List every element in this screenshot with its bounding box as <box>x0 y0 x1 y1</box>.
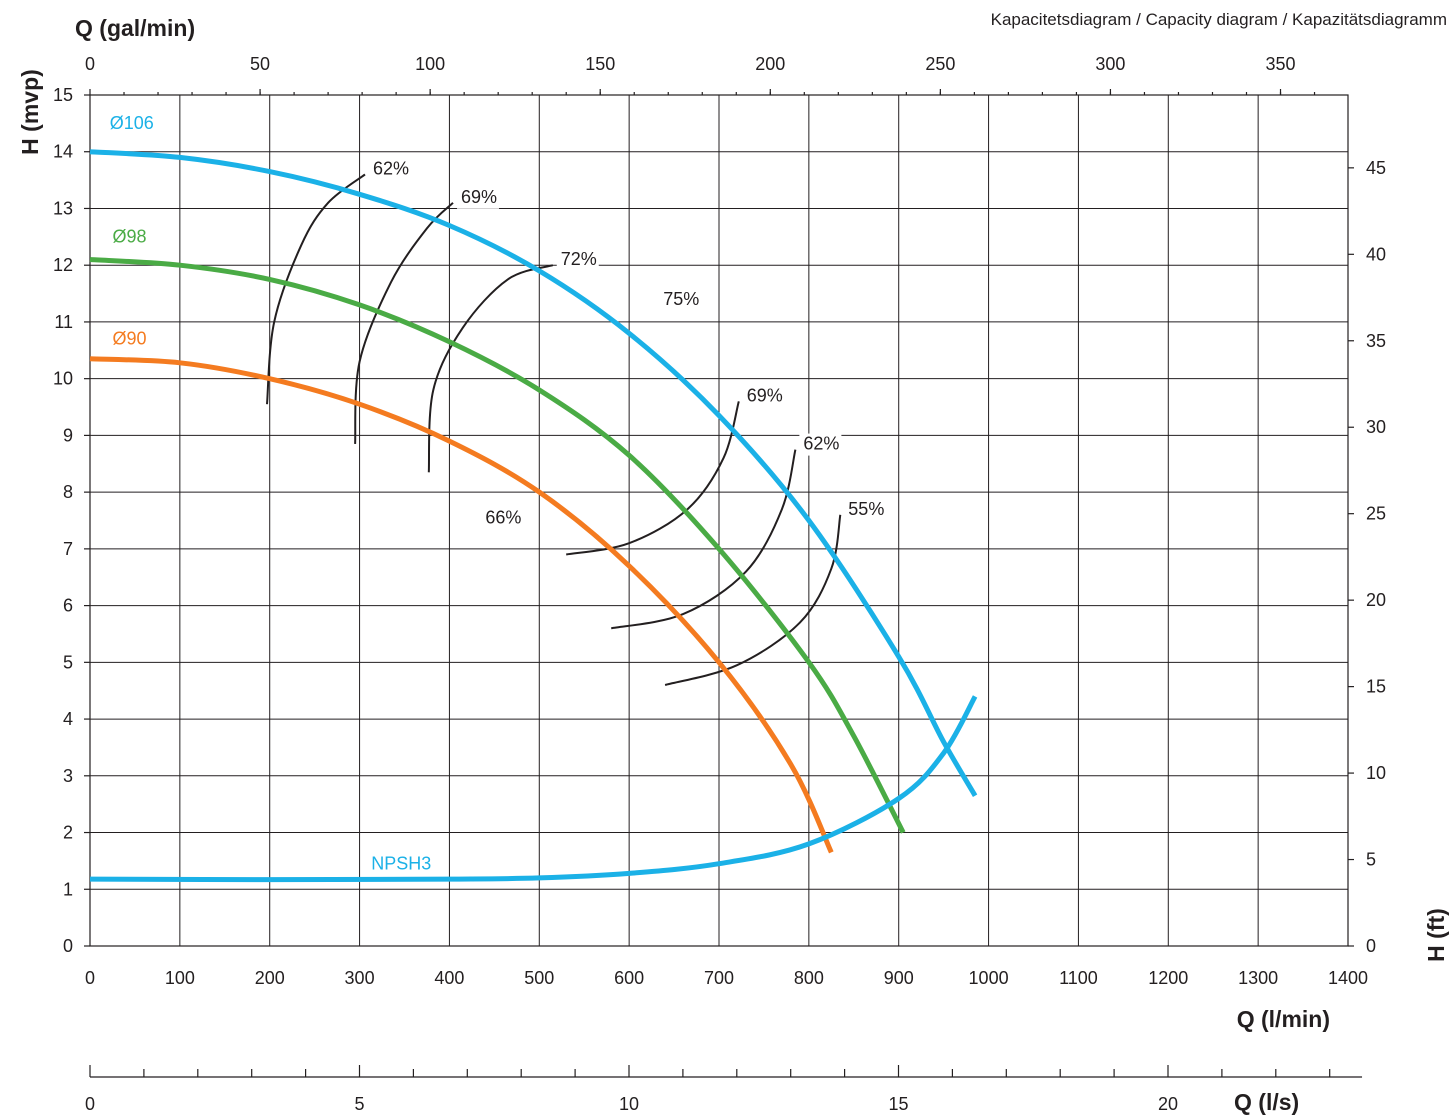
top-axis-tick-label: 100 <box>415 54 445 74</box>
x-axis-title: Q (l/min) <box>1237 1006 1330 1032</box>
x-tick-label: 700 <box>704 968 734 988</box>
y-tick-label: 14 <box>53 142 73 162</box>
efficiency-curve <box>427 264 554 473</box>
efficiency-label: 62% <box>373 158 409 178</box>
x-tick-label: 1100 <box>1059 968 1098 988</box>
top-axis-title: Q (gal/min) <box>75 15 195 41</box>
annotation-label: Ø98 <box>112 227 146 247</box>
annotation-label: NPSH3 <box>371 853 431 873</box>
plot-frame <box>89 94 1349 947</box>
efficiency-curve <box>566 401 740 556</box>
right-axis-tick-label: 30 <box>1366 417 1386 437</box>
ls-axis-title: Q (l/s) <box>1234 1089 1299 1115</box>
x-tick-label: 600 <box>614 968 644 988</box>
y-tick-label: 3 <box>63 766 73 786</box>
top-axis-tick-label: 200 <box>755 54 785 74</box>
efficiency-label: 69% <box>747 385 783 405</box>
right-axis-tick-label: 10 <box>1366 763 1386 783</box>
right-axis-tick-label: 45 <box>1366 158 1386 178</box>
x-tick-label: 800 <box>794 968 824 988</box>
chart-title: Kapacitetsdiagram / Capacity diagram / K… <box>991 10 1447 29</box>
right-axis-tick-label: 25 <box>1366 504 1386 524</box>
efficiency-curve <box>664 514 842 686</box>
annotation-label: 75% <box>663 289 699 309</box>
y-axis-title: H (mvp) <box>17 69 43 155</box>
top-axis-tick-label: 50 <box>250 54 270 74</box>
x-tick-label: 1000 <box>969 968 1009 988</box>
label-layer: 75% 66% Ø106 Ø98 Ø90 NPSH3 <box>110 113 700 873</box>
y-tick-label: 6 <box>63 596 73 616</box>
x-tick-label: 200 <box>255 968 285 988</box>
x-tick-label: 100 <box>165 968 195 988</box>
y-tick-label: 1 <box>63 879 73 899</box>
ls-axis-tick-label: 15 <box>888 1094 908 1114</box>
efficiency-label: 62% <box>803 434 839 454</box>
efficiency-label-bg <box>844 498 887 521</box>
annotation-label: Ø106 <box>110 113 154 133</box>
efficiency-label-bg <box>457 186 500 209</box>
right-axis-title: H (ft) <box>1423 908 1449 962</box>
x-tick-label: 1300 <box>1238 968 1278 988</box>
y-tick-label: 8 <box>63 482 73 502</box>
x-tick-label: 900 <box>884 968 914 988</box>
x-tick-label: 1400 <box>1328 968 1368 988</box>
right-axis-tick-label: 20 <box>1366 590 1386 610</box>
ls-axis-tick-label: 5 <box>354 1094 364 1114</box>
y-tick-label: 11 <box>54 312 73 332</box>
x-tick-label: 400 <box>434 968 464 988</box>
top-axis-tick-label: 250 <box>925 54 955 74</box>
series-layer <box>89 149 978 883</box>
efficiency-label: 55% <box>848 499 884 519</box>
top-axis-tick-label: 0 <box>85 54 95 74</box>
right-axis-tick-label: 40 <box>1366 244 1386 264</box>
y-tick-label: 2 <box>63 823 73 843</box>
y-tick-label: 10 <box>53 369 73 389</box>
series-line <box>89 695 978 883</box>
right-axis-tick-label: 5 <box>1366 850 1376 870</box>
y-tick-label: 9 <box>63 425 73 445</box>
right-axis-tick-label: 15 <box>1366 677 1386 697</box>
x-tick-label: 500 <box>524 968 554 988</box>
top-axis-tick-label: 300 <box>1095 54 1125 74</box>
efficiency-label-bg <box>799 433 842 456</box>
series-line <box>89 149 978 797</box>
ls-axis-tick-label: 0 <box>85 1094 95 1114</box>
right-axis-tick-label: 0 <box>1366 936 1376 956</box>
y-tick-label: 12 <box>53 255 73 275</box>
top-axis-tick-label: 150 <box>585 54 615 74</box>
y-tick-label: 15 <box>53 85 73 105</box>
y-tick-label: 4 <box>63 709 73 729</box>
efficiency-label: 69% <box>461 187 497 207</box>
ls-axis-tick-label: 20 <box>1158 1094 1178 1114</box>
x-tick-label: 1200 <box>1148 968 1188 988</box>
efficiency-label-bg <box>742 385 785 408</box>
top-axis-tick-label: 350 <box>1265 54 1295 74</box>
ls-axis-tick-label: 10 <box>619 1094 639 1114</box>
x-tick-label: 0 <box>85 968 95 988</box>
series-line <box>89 356 834 854</box>
y-tick-label: 7 <box>63 539 73 559</box>
grid-layer <box>89 94 1349 947</box>
efficiency-curve <box>266 173 366 405</box>
x-tick-label: 300 <box>345 968 375 988</box>
efficiency-label: 72% <box>561 249 597 269</box>
annotation-label: 66% <box>485 507 521 527</box>
y-tick-label: 13 <box>53 198 73 218</box>
y-tick-label: 5 <box>63 652 73 672</box>
efficiency-label-bg <box>368 158 411 181</box>
y-tick-label: 0 <box>63 936 73 956</box>
right-axis-tick-label: 35 <box>1366 331 1386 351</box>
efficiency-label-bg <box>556 249 599 272</box>
annotation-label: Ø90 <box>112 329 146 349</box>
series-line <box>89 257 906 834</box>
